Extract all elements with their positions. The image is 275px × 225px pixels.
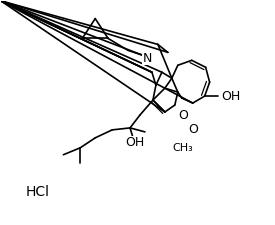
Text: CH₃: CH₃ bbox=[172, 143, 193, 153]
Text: HCl: HCl bbox=[26, 184, 50, 198]
Text: O: O bbox=[178, 110, 188, 122]
Text: OH: OH bbox=[222, 90, 241, 103]
Text: N: N bbox=[142, 52, 152, 65]
Text: O: O bbox=[188, 123, 198, 136]
Text: OH: OH bbox=[125, 136, 145, 149]
